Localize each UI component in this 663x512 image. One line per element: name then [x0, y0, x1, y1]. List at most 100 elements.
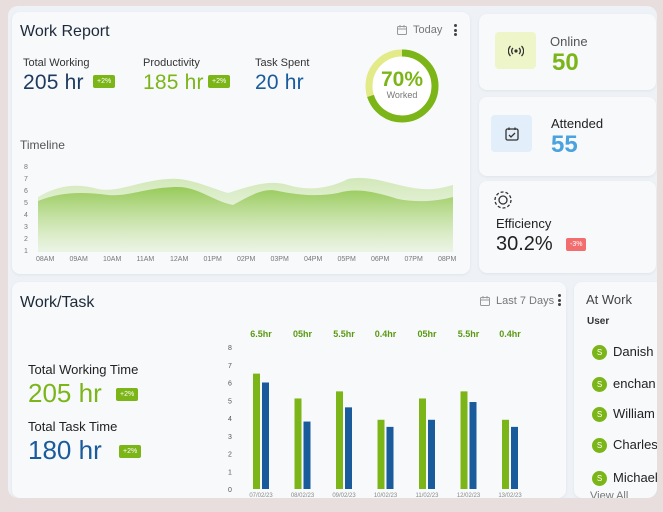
view-all-link[interactable]: View All [590, 490, 629, 498]
user-name: Danish [613, 344, 654, 359]
task-spent-label: Task Spent [255, 57, 310, 69]
timeline-x-tick: 05PM [337, 256, 356, 263]
bar [336, 391, 343, 489]
work-report-title: Work Report [20, 23, 110, 40]
attended-value: 55 [551, 131, 578, 158]
timeline-x-tick: 07PM [404, 256, 423, 263]
timeline-x-tick: 03PM [270, 256, 289, 263]
bar-x-tick: 12/02/23 [457, 493, 481, 498]
bar [294, 398, 302, 489]
worked-gauge [365, 49, 439, 123]
avatar: S [592, 345, 607, 360]
work-task-period-selector[interactable]: Last 7 Days [480, 293, 554, 309]
timeline-x-tick: 04PM [304, 256, 323, 263]
timeline-y-tick: 3 [24, 224, 28, 231]
bar [262, 382, 269, 489]
bar-x-tick: 09/02/23 [332, 493, 356, 498]
total-task-time-badge: +2% [119, 445, 142, 458]
attended-icon-box [491, 115, 532, 152]
productivity-value: 185 hr [143, 71, 204, 94]
bar [460, 391, 468, 489]
efficiency-label: Efficiency [496, 216, 552, 231]
attended-card: Attended 55 [479, 97, 656, 176]
online-icon-box [495, 32, 536, 69]
bar-x-tick: 08/02/23 [291, 493, 315, 498]
bar-y-tick: 6 [228, 381, 232, 388]
bar-x-tick: 13/02/23 [498, 493, 522, 498]
user-name: William [613, 406, 655, 421]
bar [469, 402, 477, 489]
bar [386, 426, 394, 489]
more-options-icon[interactable] [454, 24, 458, 36]
efficiency-card: Efficiency 30.2% -3% [479, 181, 656, 273]
bar-top-label: 05hr [293, 329, 313, 339]
at-work-user-header: User [587, 316, 610, 327]
timeline-y-tick: 6 [24, 188, 28, 195]
bar [345, 407, 352, 489]
timeline-x-tick: 01PM [203, 256, 222, 263]
more-options-icon[interactable] [558, 294, 562, 306]
calendar-check-icon [504, 127, 519, 141]
bar-x-tick: 07/02/23 [249, 493, 273, 498]
timeline-x-tick: 06PM [371, 256, 390, 263]
online-label: Online [550, 34, 588, 49]
total-task-time-label: Total Task Time [28, 419, 118, 434]
work-task-period-label: Last 7 Days [496, 295, 555, 307]
avatar: S [592, 407, 607, 422]
timeline-x-tick: 08AM [36, 256, 55, 263]
bar [502, 419, 509, 489]
total-working-time-value: 205 hr [28, 378, 102, 408]
timeline-y-tick: 8 [24, 164, 28, 171]
task-spent-value: 20 hr [255, 71, 304, 94]
efficiency-value: 30.2% [496, 233, 553, 255]
timeline-y-tick: 2 [24, 236, 28, 243]
calendar-icon [397, 25, 407, 35]
timeline-x-tick: 02PM [237, 256, 256, 263]
bar-top-label: 05hr [417, 329, 437, 339]
timeline-x-tick: 08PM [438, 256, 457, 263]
dashboard: Work Report Today Total Working 205 hr +… [8, 6, 657, 498]
at-work-user-row[interactable]: S Michael [574, 470, 657, 488]
timeline-title: Timeline [20, 138, 65, 152]
timeline-y-tick: 4 [24, 212, 28, 219]
bar [419, 398, 426, 489]
gauge-label: Worked [386, 90, 418, 100]
timeline-area-chart [38, 177, 453, 252]
bar-y-tick: 3 [228, 434, 232, 441]
user-name: Michael [613, 470, 657, 485]
timeline-y-tick: 7 [24, 176, 28, 183]
total-task-time-value: 180 hr [28, 435, 102, 465]
timeline-y-tick: 1 [24, 248, 28, 255]
timeline-x-tick: 10AM [103, 256, 122, 263]
bar [303, 421, 311, 489]
work-report-card: Work Report Today Total Working 205 hr +… [12, 12, 470, 274]
online-value: 50 [552, 49, 579, 76]
user-name: enchan [613, 376, 656, 391]
total-working-time-label: Total Working Time [28, 362, 139, 377]
at-work-user-row[interactable]: S William [574, 406, 657, 424]
avatar: S [592, 471, 607, 486]
work-task-bar-chart: 8 7 6 5 4 3 2 1 0 6.5hr 07/02/23 05hr 08/02/23 5.5hr 0… [228, 329, 522, 498]
bar-top-label: 6.5hr [250, 329, 272, 339]
avatar: S [592, 438, 607, 453]
at-work-user-row[interactable]: S Danish [574, 344, 657, 362]
calendar-icon [480, 296, 490, 306]
bar-y-tick: 2 [228, 452, 232, 459]
bar-top-label: 5.5hr [458, 329, 480, 339]
bar [253, 373, 260, 489]
period-selector[interactable]: Today [397, 22, 442, 38]
bar-y-tick: 7 [228, 363, 232, 370]
efficiency-badge: -3% [566, 238, 587, 251]
bar-x-tick: 10/02/23 [374, 493, 398, 498]
timeline-x-tick: 12AM [170, 256, 189, 263]
at-work-user-row[interactable]: S Charles [574, 437, 657, 455]
attended-label: Attended [551, 116, 604, 131]
bar-y-tick: 4 [228, 416, 232, 423]
total-working-label: Total Working [23, 57, 90, 69]
bar-top-label: 5.5hr [333, 329, 355, 339]
bar-y-tick: 8 [228, 345, 232, 352]
bar [377, 419, 385, 489]
